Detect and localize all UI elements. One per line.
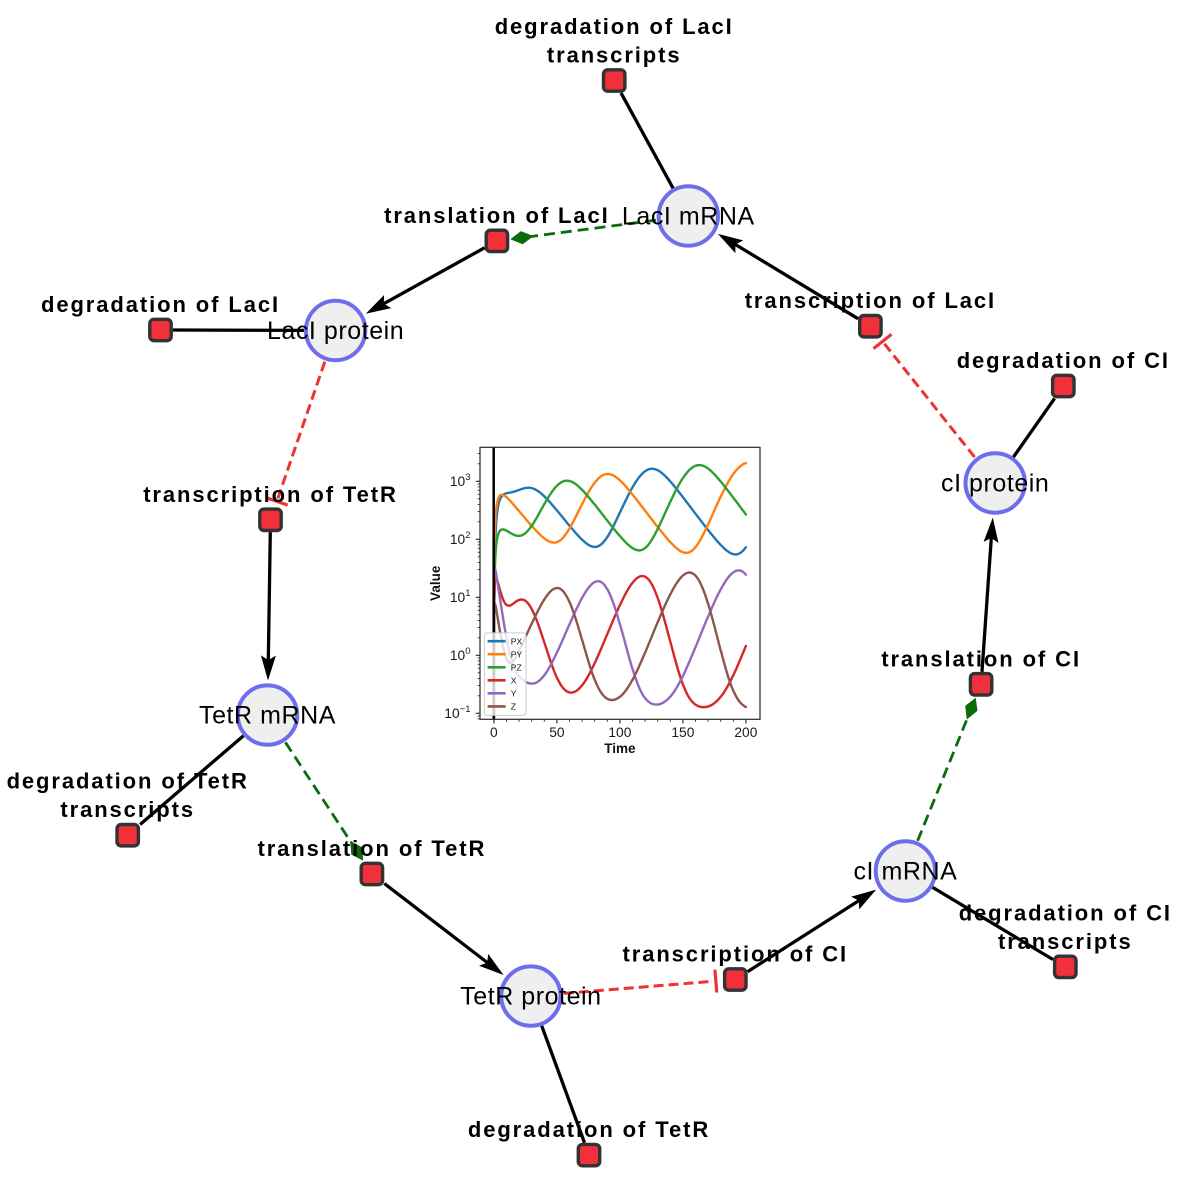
svg-text:degradation of CI: degradation of CI xyxy=(959,900,1172,925)
svg-text:PX: PX xyxy=(511,636,523,646)
svg-text:LacI protein: LacI protein xyxy=(267,317,404,345)
svg-text:degradation of CI: degradation of CI xyxy=(957,348,1170,373)
svg-text:Y: Y xyxy=(511,688,517,698)
svg-text:Time: Time xyxy=(604,741,636,756)
svg-text:degradation of LacI: degradation of LacI xyxy=(495,14,734,39)
svg-text:150: 150 xyxy=(671,725,694,740)
svg-text:transcripts: transcripts xyxy=(60,797,195,822)
svg-text:transcripts: transcripts xyxy=(998,929,1133,954)
svg-text:cI protein: cI protein xyxy=(941,470,1049,498)
svg-text:X: X xyxy=(511,675,517,685)
svg-text:TetR mRNA: TetR mRNA xyxy=(199,702,336,730)
svg-text:200: 200 xyxy=(734,725,757,740)
svg-text:PZ: PZ xyxy=(511,662,522,672)
svg-text:Z: Z xyxy=(511,702,516,712)
svg-text:transcription of CI: transcription of CI xyxy=(623,942,849,967)
svg-text:cI mRNA: cI mRNA xyxy=(853,858,957,886)
svg-text:translation of TetR: translation of TetR xyxy=(257,836,486,861)
svg-text:50: 50 xyxy=(549,725,565,740)
svg-text:LacI mRNA: LacI mRNA xyxy=(622,203,755,231)
svg-text:PY: PY xyxy=(511,649,523,659)
svg-text:TetR protein: TetR protein xyxy=(460,983,601,1011)
svg-text:degradation of TetR: degradation of TetR xyxy=(468,1117,710,1142)
svg-text:100: 100 xyxy=(608,725,631,740)
svg-text:degradation of TetR: degradation of TetR xyxy=(7,769,249,794)
svg-text:translation of LacI: translation of LacI xyxy=(384,203,610,228)
svg-text:transcripts: transcripts xyxy=(547,43,682,68)
svg-text:translation of CI: translation of CI xyxy=(881,646,1081,671)
svg-text:transcription of TetR: transcription of TetR xyxy=(143,482,398,507)
svg-text:0: 0 xyxy=(490,725,498,740)
svg-text:Value: Value xyxy=(428,565,443,601)
svg-text:transcription of LacI: transcription of LacI xyxy=(745,288,996,313)
svg-text:degradation of LacI: degradation of LacI xyxy=(41,292,280,317)
